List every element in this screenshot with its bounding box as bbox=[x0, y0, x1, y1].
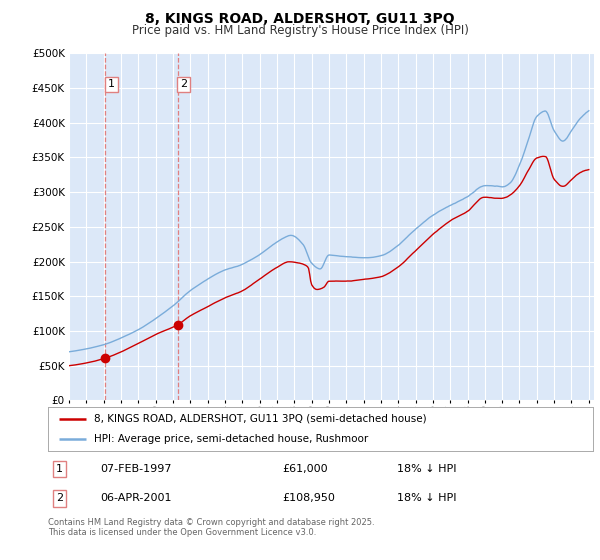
Text: Price paid vs. HM Land Registry's House Price Index (HPI): Price paid vs. HM Land Registry's House … bbox=[131, 24, 469, 37]
Text: 8, KINGS ROAD, ALDERSHOT, GU11 3PQ (semi-detached house): 8, KINGS ROAD, ALDERSHOT, GU11 3PQ (semi… bbox=[94, 414, 427, 424]
Text: Contains HM Land Registry data © Crown copyright and database right 2025.
This d: Contains HM Land Registry data © Crown c… bbox=[48, 518, 374, 538]
Text: 1: 1 bbox=[108, 80, 115, 90]
Text: 18% ↓ HPI: 18% ↓ HPI bbox=[397, 464, 456, 474]
Text: £61,000: £61,000 bbox=[282, 464, 328, 474]
Text: 18% ↓ HPI: 18% ↓ HPI bbox=[397, 493, 456, 503]
Text: HPI: Average price, semi-detached house, Rushmoor: HPI: Average price, semi-detached house,… bbox=[94, 434, 368, 444]
Text: 06-APR-2001: 06-APR-2001 bbox=[100, 493, 171, 503]
Text: £108,950: £108,950 bbox=[282, 493, 335, 503]
Text: 2: 2 bbox=[180, 80, 187, 90]
Text: 07-FEB-1997: 07-FEB-1997 bbox=[100, 464, 171, 474]
Text: 8, KINGS ROAD, ALDERSHOT, GU11 3PQ: 8, KINGS ROAD, ALDERSHOT, GU11 3PQ bbox=[145, 12, 455, 26]
Text: 1: 1 bbox=[56, 464, 63, 474]
Text: 2: 2 bbox=[56, 493, 63, 503]
